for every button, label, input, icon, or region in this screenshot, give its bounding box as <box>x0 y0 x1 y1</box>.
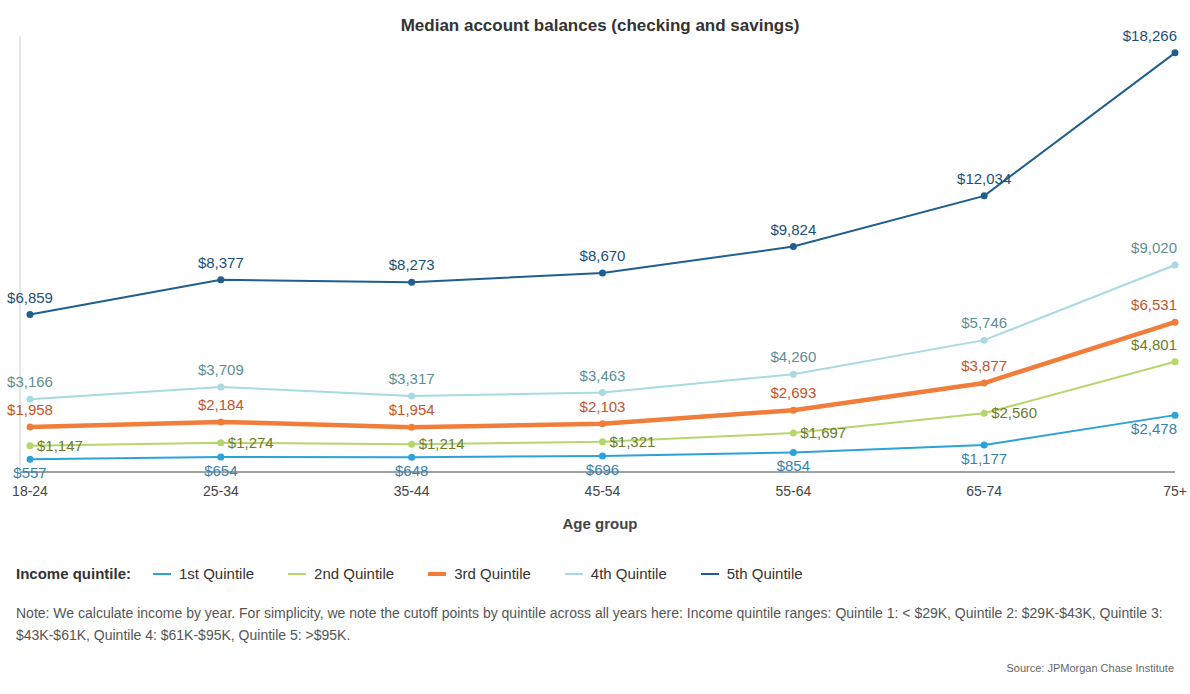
html-text:3rd Quintile: 3rd Quintile <box>454 565 531 582</box>
svg-text:$3,317: $3,317 <box>389 370 435 387</box>
svg-text:65-74: 65-74 <box>966 483 1002 499</box>
svg-text:$4,801: $4,801 <box>1131 336 1177 353</box>
html-text:Age group: Age group <box>562 515 638 532</box>
svg-text:$1,177: $1,177 <box>961 450 1007 467</box>
svg-text:$654: $654 <box>204 462 237 479</box>
svg-text:$8,670: $8,670 <box>580 247 626 264</box>
svg-text:$1,954: $1,954 <box>389 401 435 418</box>
svg-text:$1,697: $1,697 <box>800 424 846 441</box>
svg-text:25-34: 25-34 <box>203 483 239 499</box>
svg-text:$648: $648 <box>395 462 428 479</box>
svg-text:$3,877: $3,877 <box>961 357 1007 374</box>
svg-text:$8,273: $8,273 <box>389 256 435 273</box>
svg-text:18-24: 18-24 <box>12 483 48 499</box>
html-text:Income quintile:: Income quintile: <box>16 565 131 582</box>
svg-text:$3,709: $3,709 <box>198 361 244 378</box>
html-text:Median account balances (check: Median account balances (checking and sa… <box>400 16 800 35</box>
svg-text:$5,746: $5,746 <box>961 314 1007 331</box>
svg-text:$2,478: $2,478 <box>1131 420 1177 437</box>
svg-text:$3,166: $3,166 <box>8 373 53 390</box>
svg-text:$3,463: $3,463 <box>580 367 626 384</box>
svg-text:$1,214: $1,214 <box>419 435 465 452</box>
svg-text:$8,377: $8,377 <box>198 254 244 271</box>
svg-text:$9,020: $9,020 <box>1131 239 1177 256</box>
svg-text:45-54: 45-54 <box>585 483 621 499</box>
svg-text:$1,147: $1,147 <box>37 437 83 454</box>
svg-text:$2,560: $2,560 <box>991 404 1037 421</box>
html-text:4th Quintile: 4th Quintile <box>590 565 667 582</box>
html-text:1st Quintile: 1st Quintile <box>179 565 255 582</box>
svg-text:$1,958: $1,958 <box>8 401 53 418</box>
svg-text:$2,184: $2,184 <box>198 396 244 413</box>
svg-text:$4,260: $4,260 <box>770 348 816 365</box>
svg-text:$1,274: $1,274 <box>228 434 274 451</box>
svg-text:$557: $557 <box>13 464 46 481</box>
svg-text:$6,531: $6,531 <box>1131 296 1177 313</box>
html-text:Source: JPMorgan Chase Institu: Source: JPMorgan Chase Institute <box>1006 662 1174 674</box>
svg-text:$696: $696 <box>586 461 619 478</box>
svg-text:$18,266: $18,266 <box>1123 27 1177 44</box>
svg-text:$12,034: $12,034 <box>957 170 1011 187</box>
svg-text:$2,693: $2,693 <box>770 384 816 401</box>
svg-text:55-64: 55-64 <box>775 483 811 499</box>
html-text:5th Quintile: 5th Quintile <box>726 565 803 582</box>
svg-text:$9,824: $9,824 <box>770 221 816 238</box>
svg-text:$854: $854 <box>777 457 810 474</box>
html-text:Note: We calculate income by y: Note: We calculate income by year. For s… <box>16 605 1163 643</box>
svg-text:$2,103: $2,103 <box>580 398 626 415</box>
svg-text:35-44: 35-44 <box>394 483 430 499</box>
svg-text:$1,321: $1,321 <box>610 433 656 450</box>
svg-text:$6,859: $6,859 <box>8 289 53 306</box>
svg-text:75+: 75+ <box>1163 483 1182 499</box>
html-text:2nd Quintile: 2nd Quintile <box>314 565 395 582</box>
